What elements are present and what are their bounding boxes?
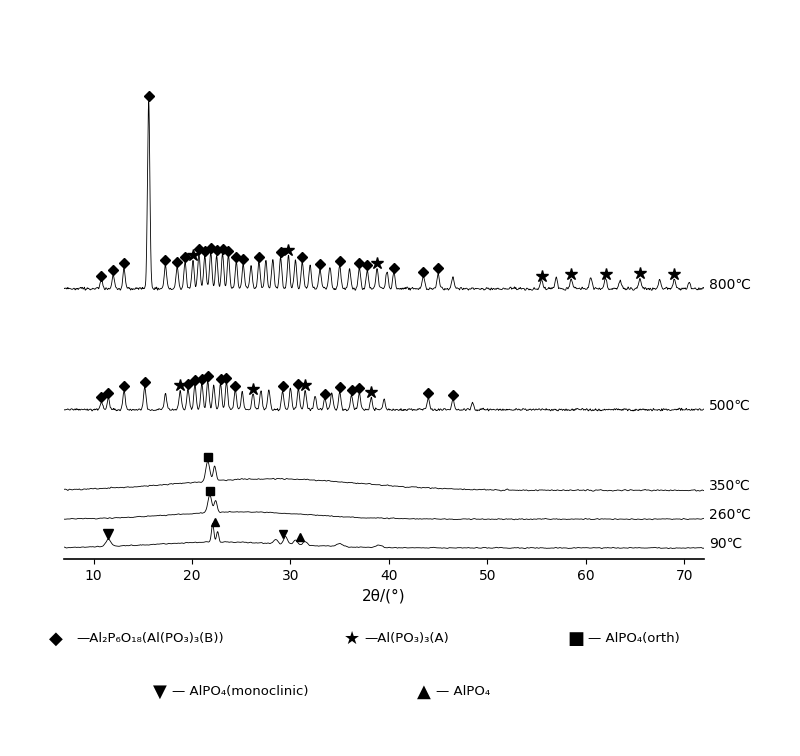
Text: —Al(PO₃)₃(A): —Al(PO₃)₃(A) — [364, 632, 449, 646]
Text: — AlPO₄(monoclinic): — AlPO₄(monoclinic) — [172, 685, 309, 699]
Text: ▲: ▲ — [417, 683, 431, 701]
Text: —Al₂P₆O₁₈(Al(PO₃)₃(B)): —Al₂P₆O₁₈(Al(PO₃)₃(B)) — [76, 632, 224, 646]
Text: 260℃: 260℃ — [709, 508, 751, 522]
Text: 800℃: 800℃ — [709, 277, 751, 291]
Text: — AlPO₄: — AlPO₄ — [436, 685, 490, 699]
Text: ■: ■ — [567, 630, 585, 648]
Text: — AlPO₄(orth): — AlPO₄(orth) — [588, 632, 680, 646]
Text: 350℃: 350℃ — [709, 479, 750, 493]
Text: ◆: ◆ — [49, 630, 63, 648]
Text: 90℃: 90℃ — [709, 537, 742, 550]
X-axis label: 2θ/(°): 2θ/(°) — [362, 589, 406, 604]
Text: ▼: ▼ — [153, 683, 167, 701]
Text: ★: ★ — [344, 630, 360, 648]
Text: 500℃: 500℃ — [709, 398, 750, 412]
